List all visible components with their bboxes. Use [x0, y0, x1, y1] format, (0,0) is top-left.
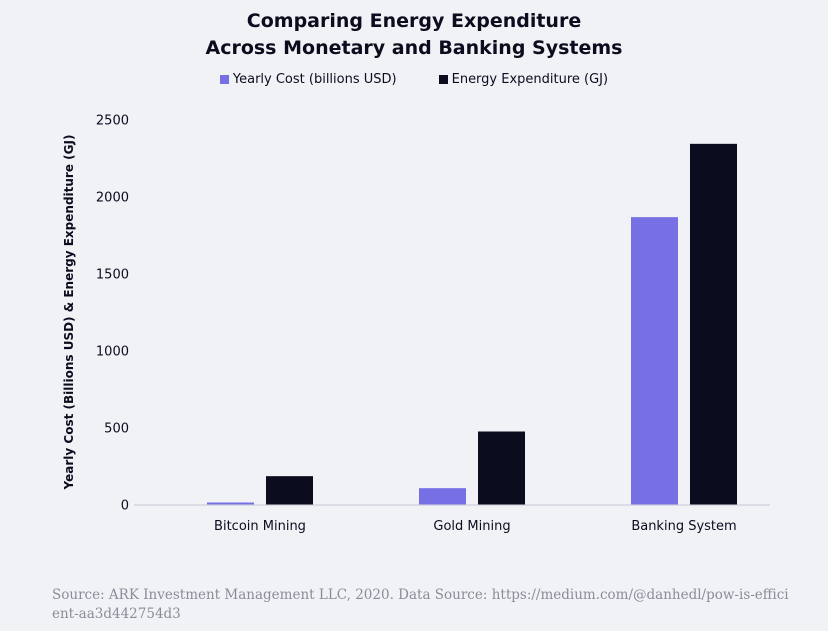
y-tick-label: 1000 [96, 345, 129, 360]
legend-label: Yearly Cost (billions USD) [232, 72, 397, 87]
legend-item-yearly-cost: Yearly Cost (billions USD) [219, 72, 397, 87]
y-tick-label: 500 [104, 422, 129, 437]
y-axis-label: Yearly Cost (Billions USD) & Energy Expe… [62, 135, 76, 491]
x-tick-label: Banking System [631, 519, 736, 534]
x-tick-label: Bitcoin Mining [214, 519, 306, 534]
bar-yearly-cost-bitcoin-mining [207, 502, 254, 505]
bar-chart: 0 500 1000 1500 2000 2500 Bitcoin Mining Gold M… [62, 114, 770, 534]
y-tick-label: 2500 [96, 114, 129, 129]
source-note: Source: ARK Investment Management LLC, 2… [52, 587, 789, 622]
legend-swatch-energy [438, 75, 448, 84]
legend: Yearly Cost (billions USD) Energy Expend… [0, 72, 828, 87]
bar-yearly-cost-banking-system [631, 217, 678, 505]
y-tick-label: 2000 [96, 191, 129, 206]
x-tick-label: Gold Mining [433, 519, 510, 534]
legend-item-energy: Energy Expenditure (GJ) [438, 72, 609, 87]
bar-yearly-cost-gold-mining [419, 488, 466, 505]
bar-energy-banking-system [690, 143, 737, 505]
bar-energy-bitcoin-mining [266, 476, 313, 505]
chart-title: Comparing Energy Expenditure Across Mone… [0, 8, 828, 62]
y-tick-label: 1500 [96, 268, 129, 283]
legend-label: Energy Expenditure (GJ) [451, 72, 609, 87]
chart-title-line-1: Comparing Energy Expenditure [246, 10, 582, 32]
y-tick-label: 0 [121, 499, 129, 514]
legend-swatch-yearly-cost [219, 75, 229, 84]
chart-title-line-2: Across Monetary and Banking Systems [205, 37, 623, 59]
bar-energy-gold-mining [478, 431, 525, 505]
